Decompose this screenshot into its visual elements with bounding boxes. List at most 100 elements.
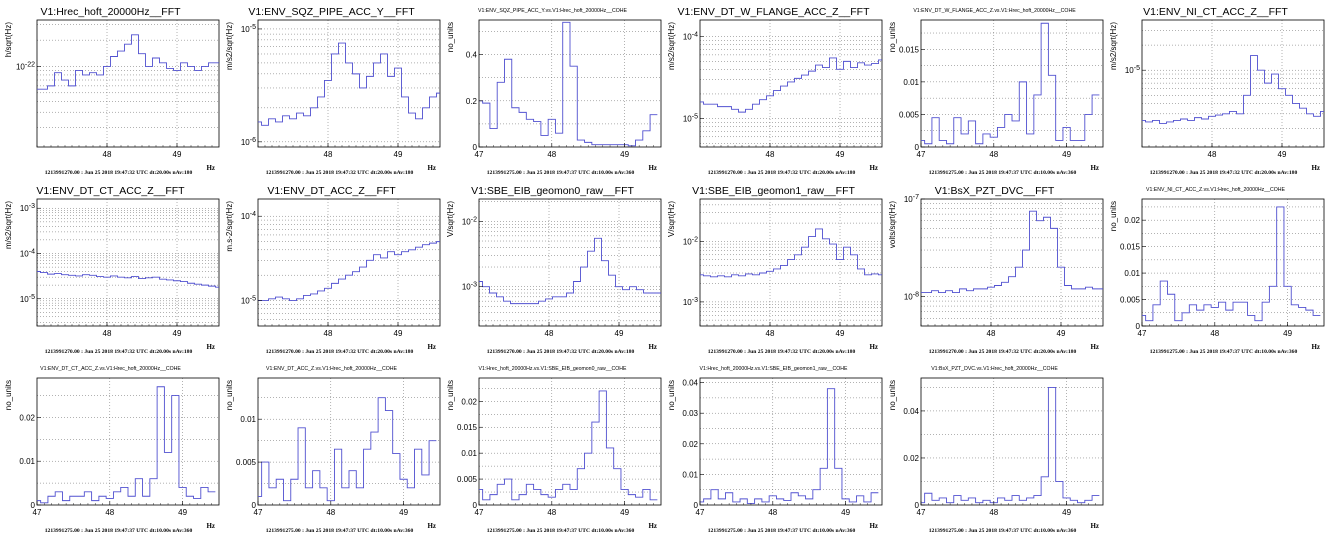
y-tick-label: 0	[694, 501, 699, 510]
y-tick-label: 10-5	[241, 23, 256, 34]
chart-title: V1:ENV_DT_ACC_Z__FFT	[267, 185, 396, 197]
chart-svg: V1:ENV_DT_ACC_Z__FFT 48 49 10-5 10-4 Hz m.s-2/…	[225, 185, 441, 355]
chart-svg: V1:ENV_NI_CT_ACC_Z.vs.V1:Hrec_hoft_20000…	[1109, 187, 1325, 355]
y-tick-label: 0.015	[457, 423, 478, 432]
x-tick-label: 49	[1057, 329, 1066, 338]
y-axis-label: m.s-2/sqrt(Hz)	[225, 201, 234, 252]
y-axis-label: no_units	[667, 380, 676, 410]
x-tick-label: 48	[324, 329, 333, 338]
y-gridlines	[1142, 30, 1324, 129]
y-gridlines	[479, 201, 661, 322]
x-axis-label: Hz	[1090, 343, 1099, 351]
chart-panel: V1:ENV_DT_ACC_Z.vs.V1:Hrec_hoft_20000Hz_…	[221, 358, 442, 537]
y-tick-label: 0.03	[682, 409, 698, 418]
chart-footer: 1213991270.00 : Jun 25 2018 19:47:32 UTC…	[266, 349, 414, 355]
chart-footer: 1213991270.00 : Jun 25 2018 19:47:32 UTC…	[266, 170, 414, 176]
plot-frame	[1141, 19, 1325, 148]
plot-frame	[920, 19, 1104, 148]
chart-footer: 1213991270.00 : Jun 25 2018 19:47:32 UTC…	[708, 170, 856, 176]
x-axis-label: Hz	[427, 343, 436, 351]
chart-svg: V1:Hrec_hoft_20000Hz.vs.V1:SBE_EIB_geomo…	[667, 366, 883, 534]
chart-svg: V1:SBE_EIB_geomon0_raw__FFT 48 49 10-3 10-2 H…	[446, 185, 662, 355]
x-tick-label: 48	[324, 150, 333, 159]
x-gridlines	[990, 199, 1062, 326]
x-tick-label: 49	[1062, 150, 1071, 159]
x-gridlines	[330, 378, 404, 505]
y-tick-label: 10-3	[462, 281, 477, 292]
chart-panel: V1:Hrec_hoft_20000Hz__FFT 48 49 10-22 Hz h/sq…	[0, 0, 221, 179]
y-tick-label: 0.04	[682, 379, 698, 388]
x-tick-label: 48	[1210, 329, 1219, 338]
y-tick-label: 0.4	[466, 51, 478, 60]
plot-frame	[920, 198, 1104, 327]
chart-panel: V1:Hrec_hoft_20000Hz.vs.V1:SBE_EIB_geomo…	[442, 358, 663, 537]
chart-panel: V1:ENV_DT_W_FLANGE_ACC_Z.vs.V1:Hrec_hoft…	[884, 0, 1105, 179]
chart-title: V1:BsX_PZT_DVC__FFT	[935, 185, 1055, 197]
y-tick-label: 10-4	[241, 211, 256, 222]
series-line	[479, 21, 658, 147]
x-axis-label: Hz	[648, 522, 657, 530]
chart-panel: V1:ENV_DT_ACC_Z__FFT 48 49 10-5 10-4 Hz m.s-2/…	[221, 179, 442, 358]
chart-svg: V1:ENV_SQZ_PIPE_ACC_Y__FFT 48 49 10-6 10-5 Hz…	[225, 6, 441, 176]
plot-frame	[699, 19, 883, 148]
y-tick-label: 0.015	[1120, 243, 1141, 252]
x-tick-label: 48	[103, 150, 112, 159]
x-tick-label: 47	[475, 150, 484, 159]
chart-title: V1:BsX_PZT_DVC.vs.V1:Hrec_hoft_20000Hz__…	[931, 366, 1058, 372]
y-tick-label: 0.01	[240, 415, 256, 424]
y-tick-label: 0.01	[903, 78, 919, 87]
series-line	[700, 228, 882, 278]
x-tick-label: 48	[547, 150, 556, 159]
chart-panel: V1:SBE_EIB_geomon0_raw__FFT 48 49 10-3 10-2 H…	[442, 179, 663, 358]
y-tick-label: 0.01	[461, 449, 477, 458]
x-tick-label: 47	[696, 508, 705, 517]
y-tick-label: 10-4	[683, 31, 698, 42]
y-gridlines	[479, 388, 661, 493]
chart-panel: V1:BsX_PZT_DVC.vs.V1:Hrec_hoft_20000Hz__…	[884, 358, 1105, 537]
series-line	[37, 34, 219, 90]
y-tick-label: 10-2	[462, 216, 477, 227]
x-axis-label: Hz	[427, 522, 436, 530]
y-axis-label: m/s2/sqrt(Hz)	[667, 22, 676, 70]
y-axis-label: m/s2/sqrt(Hz)	[225, 22, 234, 70]
chart-footer: 1213991275.00 : Jun 25 2018 19:47:37 UTC…	[487, 528, 635, 534]
x-tick-label: 47	[1138, 329, 1147, 338]
y-gridlines	[258, 215, 440, 320]
y-tick-label: 10-6	[241, 136, 256, 147]
x-gridlines	[769, 199, 841, 326]
plot-frame	[1141, 198, 1325, 327]
chart-footer: 1213991270.00 : Jun 25 2018 19:47:32 UTC…	[929, 349, 1077, 355]
x-axis-label: Hz	[206, 522, 215, 530]
x-tick-label: 49	[1062, 508, 1071, 517]
chart-title: V1:ENV_SQZ_PIPE_ACC_Y.vs.V1:Hrec_hoft_20…	[478, 8, 628, 14]
x-gridlines	[1211, 20, 1283, 147]
chart-footer: 1213991270.00 : Jun 25 2018 19:47:32 UTC…	[1150, 170, 1298, 176]
chart-title: V1:ENV_DT_W_FLANGE_ACC_Z__FFT	[678, 6, 871, 18]
y-tick-label: 0.2	[466, 97, 478, 106]
y-tick-label: 0	[1136, 322, 1141, 331]
series-line	[921, 210, 1103, 294]
x-tick-label: 49	[178, 508, 187, 517]
y-tick-label: 0	[915, 501, 920, 510]
plot-frame	[257, 377, 441, 506]
chart-svg: V1:ENV_DT_W_FLANGE_ACC_Z__FFT 48 49 10-5 10-…	[667, 6, 883, 176]
x-tick-label: 47	[254, 508, 263, 517]
x-gridlines	[551, 20, 625, 147]
chart-svg: V1:SBE_EIB_geomon1_raw__FFT 48 49 10-3 10-2 H…	[667, 185, 883, 355]
x-tick-label: 47	[917, 508, 926, 517]
x-gridlines	[106, 20, 178, 147]
y-gridlines	[37, 207, 219, 323]
y-gridlines	[700, 204, 882, 321]
chart-panel: V1:Hrec_hoft_20000Hz.vs.V1:SBE_EIB_geomo…	[663, 358, 884, 537]
series-line	[700, 57, 882, 113]
plot-frame	[920, 377, 1104, 506]
y-axis-label: no_units	[446, 22, 455, 52]
x-axis-label: Hz	[1311, 164, 1320, 172]
x-tick-label: 49	[836, 150, 845, 159]
series-line	[921, 386, 1100, 504]
chart-panel: V1:ENV_NI_CT_ACC_Z.vs.V1:Hrec_hoft_20000…	[1105, 179, 1326, 358]
chart-svg: V1:ENV_DT_CT_ACC_Z__FFT 48 49 10-5 10-4 10-3 H…	[4, 185, 220, 355]
x-tick-label: 49	[620, 150, 629, 159]
x-tick-label: 48	[1208, 150, 1217, 159]
